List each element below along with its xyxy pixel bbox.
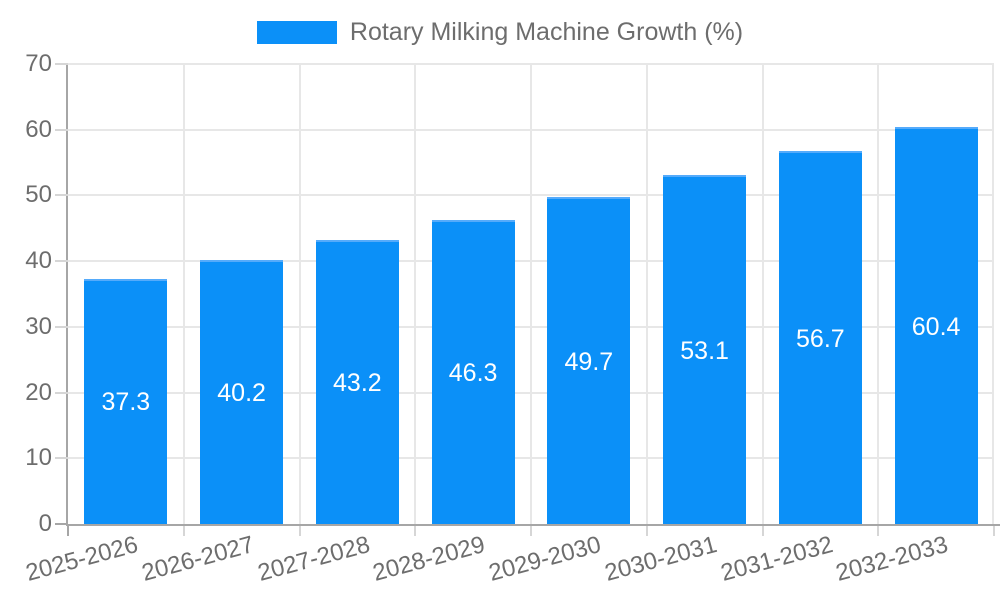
y-tick-label: 20: [25, 378, 52, 406]
y-tick-label: 70: [25, 50, 52, 77]
y-tick-label: 10: [25, 444, 52, 472]
gridline-horizontal: [68, 63, 994, 65]
y-tick-label: 30: [25, 312, 52, 340]
bar[interactable]: 40.2: [200, 259, 284, 524]
y-tick-label: 60: [25, 115, 52, 143]
y-tick-label: 50: [25, 181, 52, 209]
x-axis-line: [66, 524, 1000, 526]
bar[interactable]: 46.3: [431, 219, 515, 524]
bar[interactable]: 56.7: [778, 151, 862, 524]
y-tick-mark: [55, 128, 68, 131]
y-tick-mark: [55, 260, 68, 263]
x-tick-mark: [645, 526, 648, 536]
x-tick-mark: [993, 526, 995, 536]
gridline-vertical: [877, 64, 880, 524]
bar-value-label: 60.4: [911, 312, 961, 341]
bar-value-label: 46.3: [448, 358, 498, 387]
y-tick-mark: [55, 63, 68, 65]
bar[interactable]: 60.4: [894, 127, 978, 524]
bar[interactable]: 53.1: [663, 175, 747, 524]
x-tick-mark: [182, 526, 185, 536]
y-tick-label: 40: [25, 247, 52, 275]
x-tick-label: 2025-2026: [23, 531, 141, 587]
bar-value-label: 43.2: [333, 369, 382, 398]
bar-value-label: 56.7: [796, 324, 845, 353]
x-tick-label: 2029-2030: [486, 531, 604, 587]
legend-label: Rotary Milking Machine Growth (%): [349, 18, 744, 46]
gridline-vertical: [645, 64, 648, 524]
x-tick-mark: [761, 526, 764, 536]
bar[interactable]: 43.2: [315, 240, 399, 524]
y-tick-mark: [55, 523, 68, 525]
plot-area: 37.3 40.2 43.2 46.3 49.7 53.1 56.7 60.4: [66, 63, 1000, 526]
y-tick-mark: [55, 194, 68, 197]
y-axis-line: [66, 64, 68, 526]
bar-value-label: 40.2: [217, 378, 266, 407]
x-tick-label: 2028-2029: [370, 531, 489, 587]
x-tick-mark: [530, 526, 532, 536]
x-tick-mark: [298, 526, 301, 536]
bar-value-label: 53.1: [680, 336, 729, 365]
x-tick-label: 2032-2033: [833, 531, 952, 587]
y-tick-mark: [55, 457, 68, 460]
gridline-vertical: [530, 64, 532, 524]
y-tick-mark: [55, 325, 68, 328]
bar-value-label: 37.3: [101, 388, 151, 417]
y-tick-label: 0: [38, 510, 52, 537]
y-tick-mark: [55, 391, 68, 394]
x-tick-label: 2026-2027: [138, 531, 257, 587]
gridline-vertical: [298, 64, 301, 524]
x-tick-mark: [877, 526, 880, 536]
legend-swatch: [256, 20, 337, 44]
legend-item[interactable]: Rotary Milking Machine Growth (%): [0, 17, 1000, 47]
gridline-vertical: [414, 64, 417, 524]
bar[interactable]: 49.7: [547, 197, 631, 524]
x-tick-label: 2027-2028: [254, 531, 373, 587]
bar[interactable]: 37.3: [84, 278, 168, 524]
bar-value-label: 49.7: [564, 347, 614, 376]
x-tick-label: 2030-2031: [601, 531, 720, 587]
gridline-horizontal: [68, 128, 994, 131]
gridline-vertical: [761, 64, 764, 524]
gridline-vertical: [182, 64, 185, 524]
x-tick-mark: [67, 526, 69, 536]
gridline-vertical: [992, 64, 994, 524]
x-tick-mark: [414, 526, 417, 536]
x-tick-label: 2031-2032: [717, 531, 836, 587]
